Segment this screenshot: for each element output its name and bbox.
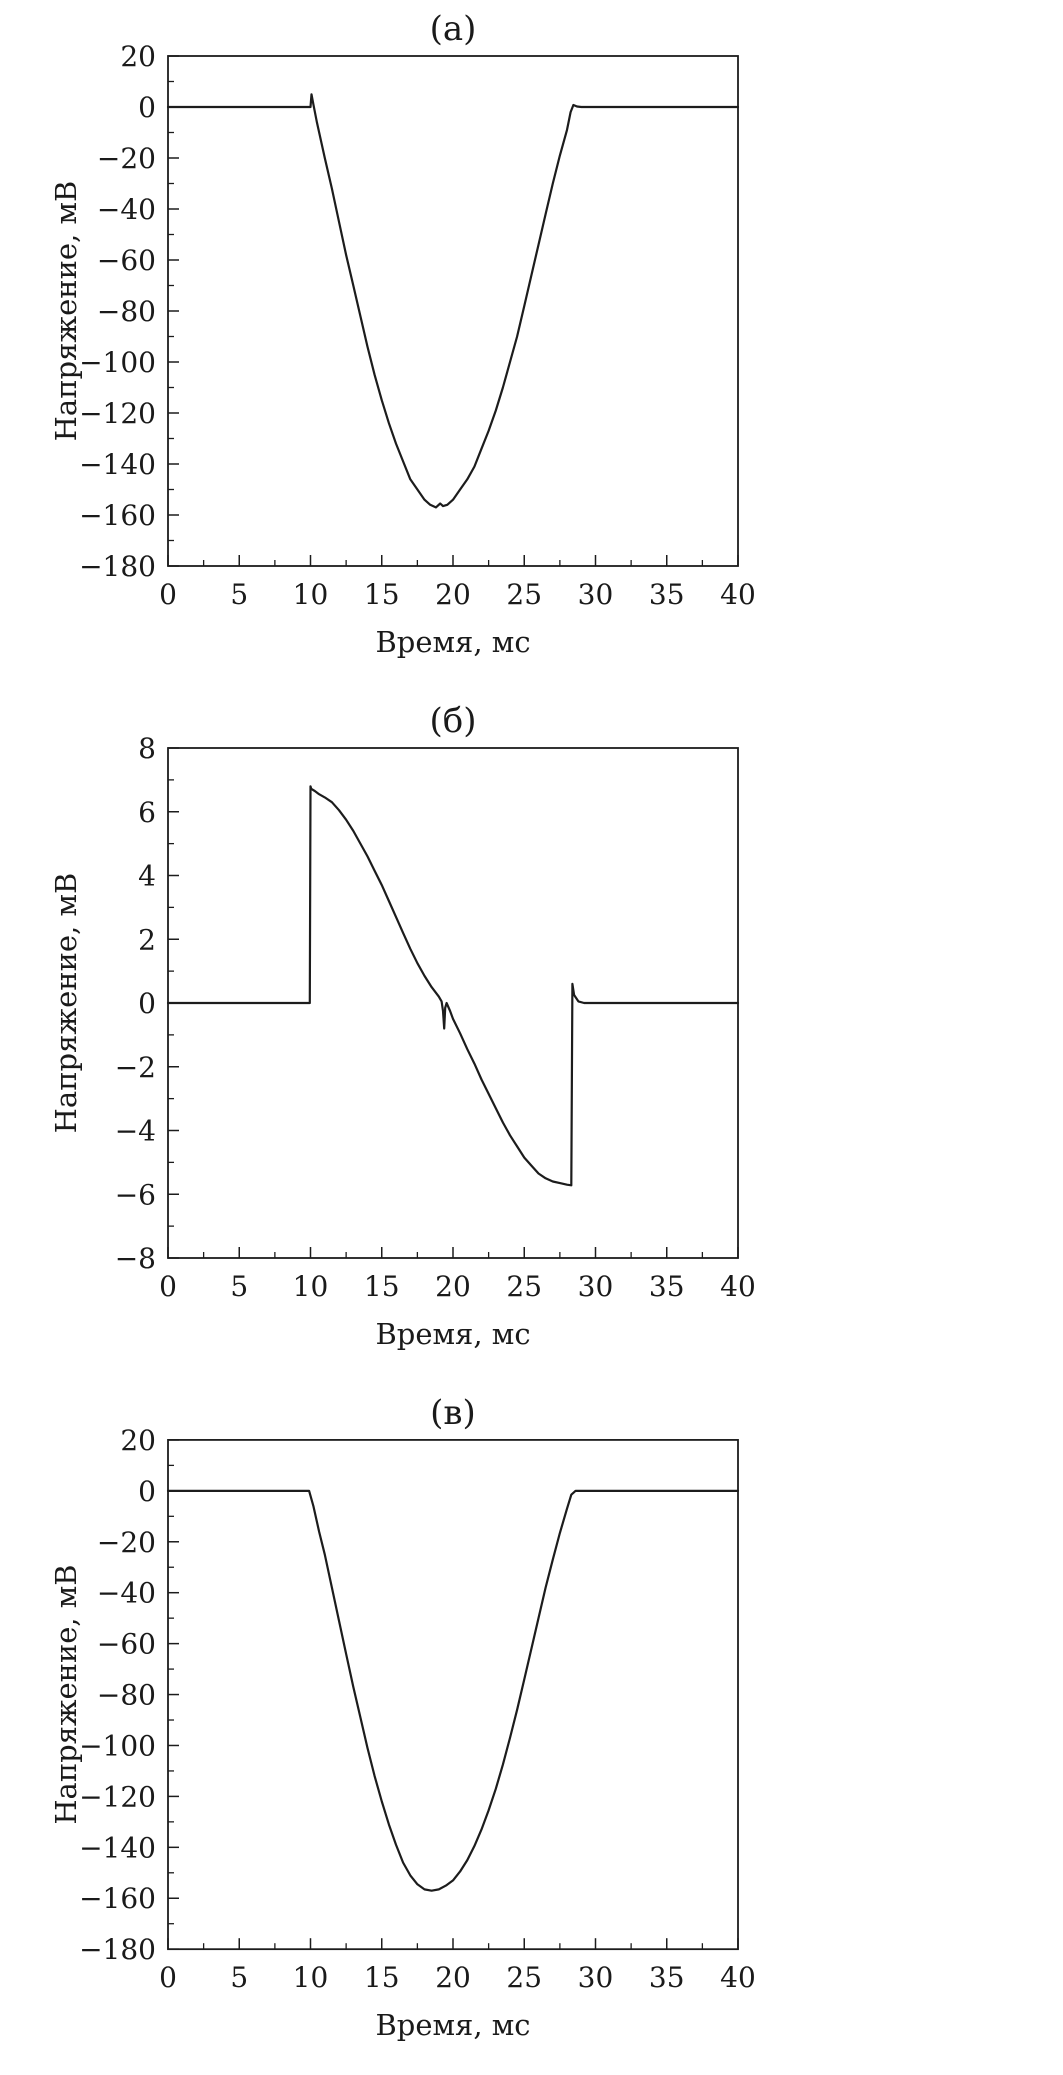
chart-v-ytick-label: −140 [79, 1831, 156, 1864]
chart-a-xtick-label: 0 [159, 578, 177, 611]
chart-v-ytick-label: −80 [97, 1679, 156, 1712]
chart-b-ytick-label: 0 [138, 987, 156, 1020]
chart-a-series-line [166, 93, 740, 509]
chart-b-xtick-label: 20 [435, 1270, 471, 1303]
chart-v-ytick-label: −180 [79, 1933, 156, 1966]
chart-a-xtick-label: 15 [364, 578, 400, 611]
chart-b-xtick-label: 30 [578, 1270, 614, 1303]
chart-v-xtick-label: 25 [506, 1961, 542, 1994]
chart-a-ytick-label: −60 [97, 244, 156, 277]
chart-b-xlabel: Время, мс [375, 1317, 530, 1351]
chart-v-xtick-label: 20 [435, 1961, 471, 1994]
chart-b-ytick-label: 6 [138, 796, 156, 829]
chart-b-xtick-label: 35 [649, 1270, 685, 1303]
chart-a-xtick-label: 40 [720, 578, 756, 611]
chart-v-ylabel: Напряжение, мВ [49, 1564, 83, 1824]
chart-a-plot: (а) 0 5 10 15 20 25 30 35 40 20 0 −20 −40 −60 −80 −100 −1… [49, 9, 756, 659]
chart-v-xtick-label: 5 [230, 1961, 248, 1994]
figure-v: (в) 0 5 10 15 20 25 30 35 40 20 0 −20 −40 −60 −80 −100 −1… [0, 1384, 1063, 2075]
chart-b-xtick-label: 25 [506, 1270, 542, 1303]
chart-b-series-line [166, 785, 740, 1187]
chart-a-xtick-label: 20 [435, 578, 471, 611]
chart-v-xtick-label: 35 [649, 1961, 685, 1994]
chart-v-ytick-label: −160 [79, 1882, 156, 1915]
chart-a-ytick-label: −40 [97, 193, 156, 226]
chart-a-ytick-label: −80 [97, 295, 156, 328]
chart-a-ytick-label: −180 [79, 550, 156, 583]
chart-v-xtick-label: 0 [159, 1961, 177, 1994]
chart-b-ytick-label: −4 [115, 1115, 156, 1148]
chart-v-xtick-label: 40 [720, 1961, 756, 1994]
chart-b-xtick-label: 10 [293, 1270, 329, 1303]
chart-b-ytick-label: 4 [138, 860, 156, 893]
chart-b-ytick-label: 8 [138, 732, 156, 765]
chart-a-frame [167, 55, 739, 567]
chart-a-xtick-label: 30 [578, 578, 614, 611]
chart-a-xtick-label: 10 [293, 578, 329, 611]
chart-v-ytick-label: −60 [97, 1628, 156, 1661]
chart-v-plot: (в) 0 5 10 15 20 25 30 35 40 20 0 −20 −40 −60 −80 −100 −1… [49, 1393, 756, 2042]
chart-a-ylabel: Напряжение, мВ [49, 181, 83, 442]
chart-v-title: (в) [430, 1393, 476, 1433]
chart-b-ytick-label: −8 [115, 1242, 156, 1275]
chart-b-title: (б) [430, 701, 477, 741]
chart-v-series-line [166, 1489, 740, 1892]
chart-v-xtick-label: 10 [293, 1961, 329, 1994]
chart-a-ytick-label: 0 [138, 91, 156, 124]
chart-v-ytick-label: 0 [138, 1475, 156, 1508]
chart-b-xtick-label: 15 [364, 1270, 400, 1303]
chart-v-ytick-label: −40 [97, 1577, 156, 1610]
chart-a-ytick-label: −20 [97, 142, 156, 175]
chart-v-xtick-label: 15 [364, 1961, 400, 1994]
chart-v-ytick-label: −20 [97, 1526, 156, 1559]
chart-a-ytick-label: −160 [79, 499, 156, 532]
chart-b-xtick-label: 5 [230, 1270, 248, 1303]
chart-v-frame [167, 1439, 739, 1951]
chart-b-xtick-label: 40 [720, 1270, 756, 1303]
figure-b: (б) 0 5 10 15 20 25 30 35 40 8 6 4 2 0 −2 −4 −6 −8 Время, м… [0, 692, 1063, 1384]
chart-a-xtick-label: 25 [506, 578, 542, 611]
figure-a: (а) 0 5 10 15 20 25 30 35 40 20 0 −20 −40 −60 −80 −100 −1… [0, 0, 1063, 692]
chart-b-ylabel: Напряжение, мВ [49, 873, 83, 1134]
chart-a-ytick-label: −140 [79, 448, 156, 481]
chart-a-xtick-label: 5 [230, 578, 248, 611]
chart-v-ytick-label: −100 [79, 1729, 156, 1762]
chart-a-ytick-label: −100 [79, 346, 156, 379]
chart-v-ytick-label: −120 [79, 1780, 156, 1813]
chart-v-xtick-label: 30 [578, 1961, 614, 1994]
chart-a-title: (а) [430, 9, 477, 49]
chart-b-ytick-label: −6 [115, 1178, 156, 1211]
chart-v-ytick-label: 20 [120, 1424, 156, 1457]
chart-b-ytick-label: −2 [115, 1051, 156, 1084]
chart-a-xlabel: Время, мс [375, 625, 530, 659]
chart-b-xtick-label: 0 [159, 1270, 177, 1303]
chart-a-ytick-label: 20 [120, 40, 156, 73]
chart-a-ytick-label: −120 [79, 397, 156, 430]
chart-a-xtick-label: 35 [649, 578, 685, 611]
chart-v-xlabel: Время, мс [375, 2008, 530, 2042]
chart-b-ytick-label: 2 [138, 923, 156, 956]
